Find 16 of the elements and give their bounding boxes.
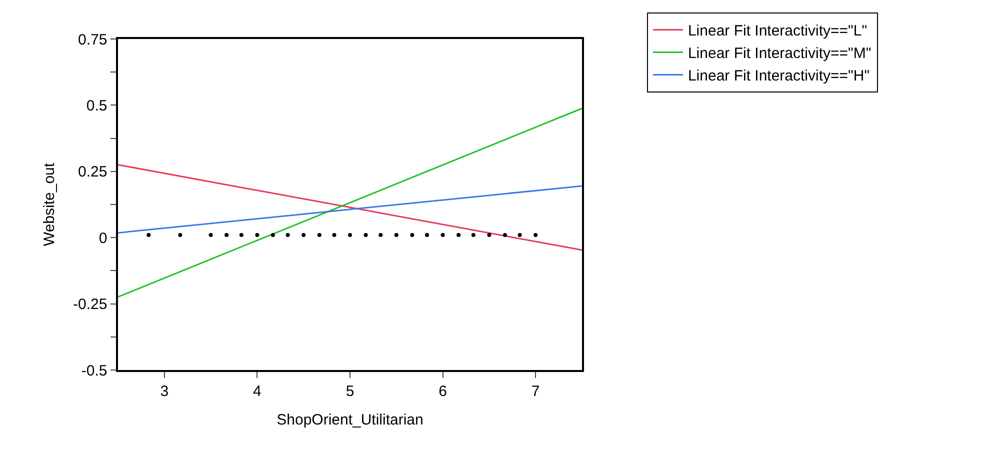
legend-label: Linear Fit Interactivity=="M" [688, 45, 872, 62]
legend-label: Linear Fit Interactivity=="H" [688, 68, 870, 85]
y-tick-label: -0.5 [81, 362, 108, 380]
x-tick-label: 7 [531, 382, 540, 400]
legend-label: Linear Fit Interactivity=="L" [688, 22, 868, 40]
y-tick-label: 0.5 [86, 97, 108, 114]
y-tick-label: 0.25 [78, 164, 108, 181]
y-axis-title: Website_out [40, 162, 58, 246]
y-tick-label: 0.75 [78, 31, 108, 48]
x-tick-label: 5 [346, 382, 354, 400]
y-tick-label: 0 [98, 230, 108, 247]
y-tick-label: -0.25 [73, 296, 108, 314]
x-tick-label: 6 [438, 382, 447, 400]
x-tick-label: 4 [253, 382, 262, 400]
x-tick-label: 3 [160, 382, 169, 400]
x-axis-title: ShopOrient_Utilitarian [276, 411, 424, 428]
